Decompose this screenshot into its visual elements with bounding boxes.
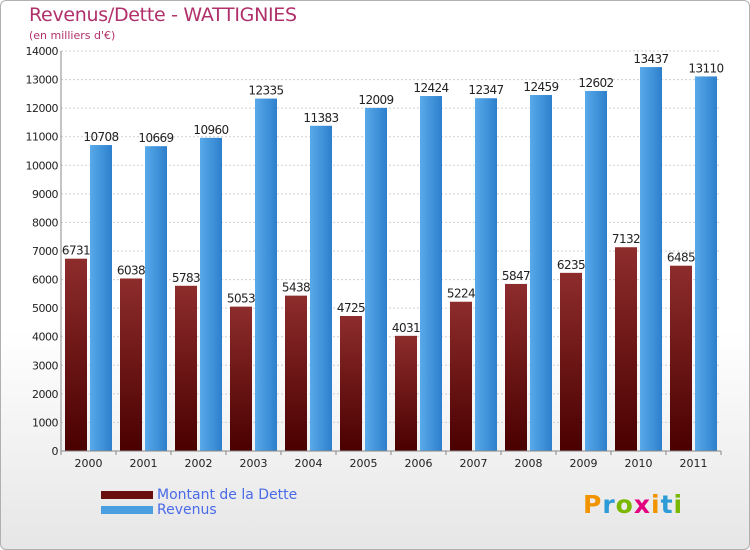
- x-tick-label: 2002: [185, 457, 213, 470]
- y-tick-label: 7000: [32, 245, 58, 258]
- bar-debt: [230, 306, 252, 451]
- y-tick-label: 13000: [26, 74, 59, 87]
- logo-letter: i: [651, 490, 661, 519]
- legend-swatch-revenue: [101, 505, 153, 514]
- legend-label-debt: Montant de la Dette: [157, 486, 298, 503]
- x-tick-label: 2011: [680, 457, 708, 470]
- y-tick-label: 0: [52, 445, 59, 458]
- bar-revenue: [695, 76, 717, 451]
- data-label-debt: 4031: [392, 321, 420, 335]
- data-label-revenue: 10669: [138, 131, 173, 145]
- data-label-revenue: 12335: [248, 84, 283, 98]
- y-tick-label: 10000: [26, 159, 59, 172]
- proxiti-logo: Proxiti: [583, 490, 683, 519]
- logo-letter: o: [615, 490, 634, 519]
- x-tick-label: 2008: [515, 457, 543, 470]
- x-tick-label: 2010: [625, 457, 653, 470]
- bar-revenue: [530, 95, 552, 452]
- logo-letter: x: [633, 490, 651, 519]
- data-label-debt: 5783: [172, 271, 200, 285]
- x-tick-label: 2001: [130, 457, 158, 470]
- data-label-revenue: 12009: [358, 93, 393, 107]
- chart-title: Revenus/Dette - WATTIGNIES: [29, 4, 297, 26]
- data-label-revenue: 12602: [578, 76, 613, 90]
- bar-debt: [505, 283, 527, 451]
- y-tick-label: 11000: [26, 131, 59, 144]
- data-label-revenue: 12424: [413, 81, 448, 95]
- data-label-revenue: 10960: [193, 123, 228, 137]
- bar-debt: [560, 272, 582, 451]
- data-label-revenue: 12459: [523, 80, 558, 94]
- bar-revenue: [420, 96, 442, 452]
- x-tick-label: 2005: [350, 457, 378, 470]
- data-label-revenue: 12347: [468, 83, 503, 97]
- bar-revenue: [90, 145, 112, 452]
- data-label-revenue: 11383: [303, 111, 338, 125]
- legend-item-debt: Montant de la Dette: [101, 486, 298, 503]
- y-tick-label: 2000: [32, 388, 58, 401]
- chart-subtitle: (en milliers d'€): [29, 29, 116, 42]
- bar-debt: [285, 295, 307, 451]
- logo-letter: r: [602, 490, 616, 519]
- chart-legend: Montant de la Dette Revenus: [101, 486, 298, 518]
- x-tick-label: 2004: [295, 457, 323, 470]
- x-tick-label: 2009: [570, 457, 598, 470]
- logo-letter: P: [583, 490, 603, 519]
- y-tick-label: 12000: [26, 102, 59, 115]
- x-tick-label: 2000: [75, 457, 103, 470]
- y-tick-label: 6000: [32, 274, 58, 287]
- bar-debt: [670, 265, 692, 451]
- legend-item-revenue: Revenus: [101, 501, 297, 518]
- bar-revenue: [640, 67, 662, 451]
- data-label-revenue: 13437: [633, 52, 668, 66]
- logo-letter: i: [673, 490, 684, 519]
- data-label-revenue: 10708: [83, 130, 118, 144]
- x-tick-label: 2007: [460, 457, 488, 470]
- bar-revenue: [310, 125, 332, 452]
- data-label-debt: 5438: [282, 281, 310, 295]
- data-label-debt: 5847: [502, 269, 530, 283]
- bar-debt: [120, 278, 142, 451]
- data-label-debt: 5224: [447, 287, 475, 301]
- bar-revenue: [475, 98, 497, 451]
- data-label-debt: 5053: [227, 292, 255, 306]
- y-tick-label: 8000: [32, 216, 58, 229]
- legend-label-revenue: Revenus: [157, 501, 217, 518]
- bar-revenue: [365, 107, 387, 451]
- data-label-revenue: 13110: [688, 61, 723, 75]
- logo-letter: t: [660, 490, 674, 519]
- data-label-debt: 6235: [557, 258, 585, 272]
- x-tick-label: 2003: [240, 457, 268, 470]
- legend-swatch-debt: [101, 490, 153, 499]
- bar-debt: [395, 335, 417, 451]
- data-label-debt: 6038: [117, 263, 145, 277]
- y-tick-label: 9000: [32, 188, 58, 201]
- y-tick-label: 5000: [32, 302, 58, 315]
- bar-revenue: [585, 90, 607, 451]
- y-tick-label: 1000: [32, 416, 58, 429]
- y-tick-label: 3000: [32, 359, 58, 372]
- bar-debt: [65, 258, 87, 451]
- bar-revenue: [255, 98, 277, 452]
- data-label-debt: 4725: [337, 301, 365, 315]
- data-label-debt: 6731: [62, 244, 90, 258]
- bar-debt: [450, 301, 472, 451]
- bar-debt: [340, 316, 362, 451]
- bar-revenue: [200, 137, 222, 451]
- bar-revenue: [145, 146, 167, 451]
- data-label-debt: 6485: [667, 251, 695, 265]
- x-tick-label: 2006: [405, 457, 433, 470]
- y-tick-label: 4000: [32, 331, 58, 344]
- bar-debt: [615, 247, 637, 451]
- data-label-debt: 7132: [612, 232, 640, 246]
- bar-debt: [175, 285, 197, 451]
- y-tick-label: 14000: [26, 45, 59, 58]
